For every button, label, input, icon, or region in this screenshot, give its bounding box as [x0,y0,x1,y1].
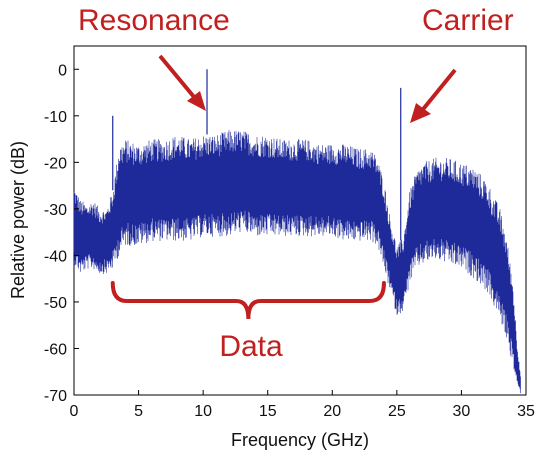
tick-layer: 0 5 10 15 20 25 30 35 0 -10 -20 -30 -40 -50 -60 -70 [44,62,535,420]
resonance-arrow [158,54,201,105]
spectrum-trace-layer [73,69,521,394]
y-tick-label: -60 [44,341,67,358]
spectrum-series [73,130,521,394]
x-tick-label: 25 [388,403,406,420]
resonance-label: Resonance [78,4,230,37]
x-tick-label: 10 [194,403,212,420]
y-tick-label: 0 [58,62,67,79]
resonance-arrowhead [187,91,206,111]
data-label: Data [219,330,283,363]
y-tick-label: -70 [44,388,67,405]
annotation-layer: Resonance Carrier Data [78,4,514,363]
y-axis-label: Relative power (dB) [8,141,28,299]
y-tick-label: -40 [44,248,67,265]
y-tick-label: -20 [44,155,67,172]
x-tick-label: 30 [453,403,471,420]
x-tick-label: 15 [259,403,277,420]
carrier-arrowhead [410,103,431,123]
y-tick-label: -10 [44,109,67,126]
data-brace [110,281,386,320]
x-tick-label: 5 [134,403,143,420]
x-tick-label: 0 [70,403,79,420]
carrier-label: Carrier [422,4,514,37]
x-tick-label: 35 [517,403,535,420]
y-tick-label: -50 [44,295,67,312]
x-tick-label: 20 [323,403,341,420]
y-tick-label: -30 [44,202,67,219]
x-axis-label: Frequency (GHz) [231,430,369,450]
carrier-arrow [418,68,457,115]
